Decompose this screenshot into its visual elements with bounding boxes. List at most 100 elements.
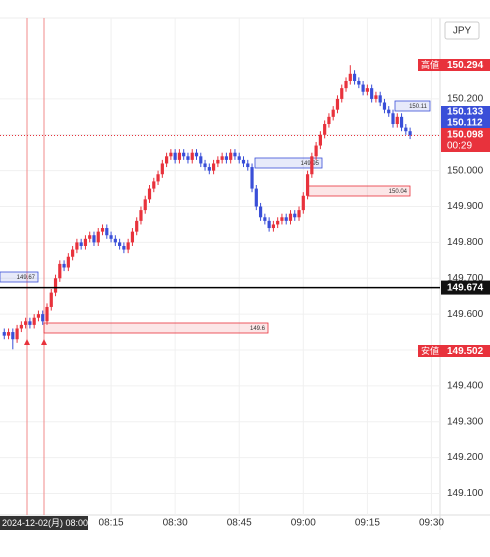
candle-body (323, 124, 327, 135)
candle-body (194, 152, 199, 157)
candle-body (267, 220, 271, 229)
candle-body (135, 220, 139, 232)
candle-body (344, 80, 348, 89)
countdown: 00:29 (447, 141, 472, 152)
candle-body (207, 167, 211, 171)
candle-body (152, 181, 156, 189)
candle-body (229, 152, 233, 160)
candle-body (224, 156, 229, 160)
candle-body (105, 228, 109, 236)
candle-body (276, 220, 280, 225)
candle-body (58, 263, 62, 279)
candle-body (126, 242, 130, 250)
candle-body (19, 324, 23, 329)
candle-body (41, 314, 45, 322)
annotation-label: 149.6 (250, 326, 266, 332)
y-tick-label: 149.200 (447, 452, 484, 463)
x-tick-label: 08:30 (163, 518, 188, 529)
candle-body (220, 156, 224, 160)
candle-body (348, 73, 352, 81)
candle-body (36, 314, 41, 318)
crosshair-time: 2024-12-02(月) 08:00 (2, 518, 88, 528)
candle-body (357, 80, 361, 85)
annotation-box (0, 271, 39, 283)
candle-body (382, 102, 387, 110)
candle-body (280, 217, 284, 221)
candle-body (96, 231, 100, 243)
candle-body (293, 213, 297, 218)
candle-body (83, 238, 88, 246)
extreme-badge (418, 59, 490, 71)
annotation-box (43, 322, 269, 334)
candle-body (169, 152, 173, 157)
candle-body (173, 152, 177, 160)
extreme-badge-label: 安値 (421, 345, 439, 356)
grid (0, 18, 440, 515)
candle-body (404, 127, 408, 132)
candle-body (32, 317, 36, 325)
candle-body (190, 152, 194, 160)
candle-body (263, 217, 267, 221)
x-tick-label: 09:00 (291, 518, 316, 529)
y-tick-label: 149.300 (447, 416, 484, 427)
candle-body (45, 306, 49, 322)
candle-body (271, 224, 275, 229)
candle-body (100, 228, 105, 232)
candle-body (15, 328, 19, 340)
candle-body (88, 235, 92, 239)
candle-body (233, 152, 237, 157)
candle-body (241, 159, 246, 164)
candle-body (327, 116, 331, 125)
candle-body (203, 163, 207, 168)
candle-body (186, 156, 190, 160)
currency: JPY (453, 26, 472, 37)
candle-body (216, 159, 220, 164)
annotation-box (394, 100, 431, 112)
candle-body (75, 242, 79, 250)
x-tick-label: 08:15 (99, 518, 124, 529)
y-tick-label: 149.900 (447, 201, 484, 212)
x-tick-label: 08:45 (227, 518, 252, 529)
candle-body (310, 156, 314, 175)
candle-body (66, 256, 70, 268)
candle-body (246, 163, 250, 168)
candle-body (254, 188, 258, 207)
candle-body (365, 88, 369, 92)
currency-box[interactable] (444, 21, 480, 40)
y-tick-label: 149.100 (447, 488, 484, 499)
candle-body (297, 210, 301, 218)
candle-body (301, 195, 305, 211)
candle-body (6, 332, 11, 336)
y-tick-label: 149.400 (447, 381, 484, 392)
candle-body (199, 156, 203, 164)
extreme-badge-label: 高値 (421, 59, 439, 70)
candle-body (2, 332, 6, 336)
candle-body (143, 199, 147, 211)
candle-body (378, 95, 382, 103)
candles (2, 65, 412, 350)
candle-body (314, 145, 318, 157)
marker-triangle (41, 339, 47, 345)
candle-body (79, 242, 83, 246)
crosshair-badge (441, 280, 490, 295)
candle-body (374, 95, 378, 99)
side-badge-value: 150.133 (447, 107, 484, 118)
crosshair-price: 149.674 (447, 283, 484, 294)
candle-body (250, 167, 254, 189)
crosshair-time-badge (0, 516, 88, 530)
candle-body (53, 278, 58, 293)
last-price: 150.098 (447, 130, 484, 141)
candle-body (340, 88, 344, 99)
candle-body (182, 152, 186, 157)
candle-body (211, 163, 216, 171)
candle-body (258, 206, 263, 218)
candle-body (113, 238, 117, 243)
extreme-badge (418, 345, 490, 357)
candle-body (160, 163, 164, 175)
candle-body (391, 113, 395, 125)
side-badge (441, 117, 490, 128)
candle-body (147, 188, 152, 200)
annotation-label: 149.67 (17, 275, 36, 281)
last-price-badge (441, 128, 490, 152)
